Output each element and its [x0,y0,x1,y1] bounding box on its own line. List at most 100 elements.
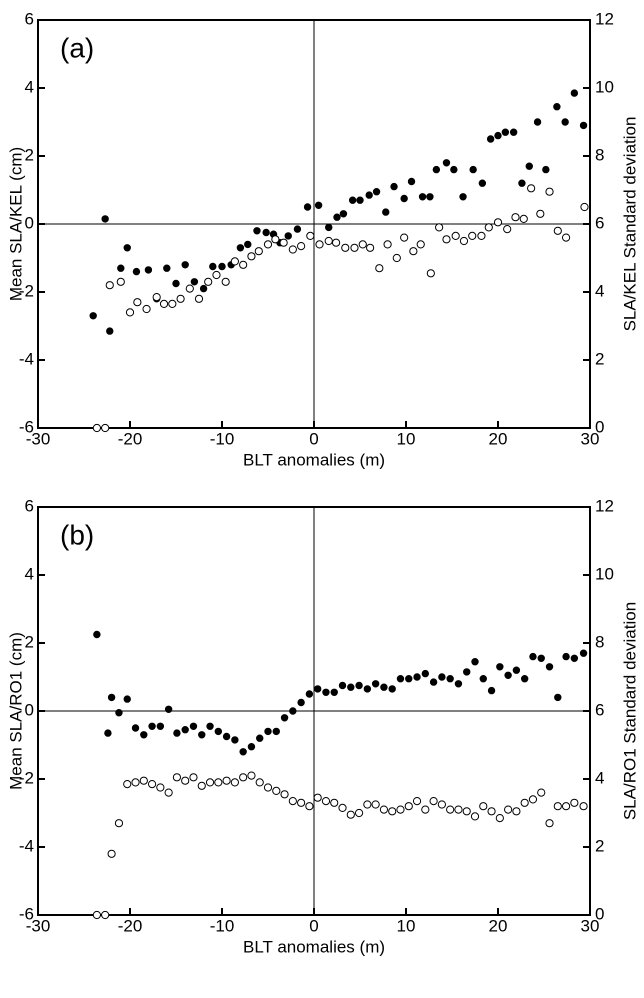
open-point [536,209,545,218]
open-point [176,294,185,303]
y2-tick-label: 8 [595,145,604,164]
open-point [446,805,455,814]
filled-point [479,675,487,683]
open-point [416,240,425,249]
open-point [400,233,409,242]
open-point [306,231,315,240]
open-point [247,771,256,780]
filled-point [463,668,471,676]
open-point [305,802,314,811]
filled-point [347,683,355,691]
y-tick-label: 6 [25,496,34,515]
filled-point [198,731,206,739]
open-point [512,807,521,816]
open-point [435,223,444,232]
open-point [379,805,389,814]
open-point [504,805,513,814]
filled-point [438,673,446,681]
open-point [580,202,589,212]
open-point [315,240,324,249]
open-point [263,240,273,249]
x-tick-label: 30 [581,916,600,935]
filled-point [450,165,458,174]
open-point [288,245,297,254]
plot-frame [37,19,591,429]
open-point [313,793,322,802]
filled-point [371,680,380,688]
filled-point [432,165,441,174]
open-point [545,187,554,196]
filled-point [164,705,173,713]
open-point [131,778,140,787]
open-point [222,776,231,785]
panel-label: (a) [60,32,94,63]
x-tick-label: -30 [26,916,51,935]
filled-point [289,707,297,715]
x-axis-label: BLT anomalies (m) [243,937,385,956]
open-point [125,308,135,317]
open-point [142,304,151,314]
filled-point [561,118,569,126]
filled-point [442,159,451,167]
open-point [159,299,169,308]
open-point [263,783,273,792]
filled-point [396,675,405,683]
filled-point [501,128,510,136]
filled-point [144,266,153,274]
open-point [92,910,101,920]
filled-point [487,686,496,695]
open-point [421,805,430,814]
open-point [105,281,114,290]
filled-point [190,278,199,286]
open-point [338,803,347,813]
open-point [520,798,529,807]
open-point [375,264,384,273]
y2-tick-label: 2 [595,349,604,368]
x-tick-label: 0 [309,429,318,448]
y2-tick-label: 10 [595,564,614,583]
filled-point [132,267,141,276]
filled-point [156,722,165,730]
open-point [409,247,418,256]
open-point [204,277,213,286]
open-point [152,293,161,302]
filled-point [247,743,256,751]
open-point [553,802,562,811]
open-point [429,797,438,806]
open-point [101,423,110,433]
filled-point [348,196,357,204]
filled-point [303,203,312,211]
y-tick-label: -2 [19,281,34,300]
open-point [239,773,248,782]
filled-point [365,191,373,199]
filled-point [284,232,292,240]
y2-tick-label: 0 [595,417,604,436]
filled-point [297,698,305,707]
open-point [519,214,528,223]
open-point [358,240,367,249]
x-tick-label: -10 [210,429,235,448]
filled-point [429,678,438,686]
open-point [570,798,579,807]
open-point [230,257,239,266]
open-point [545,819,554,828]
x-tick-label: 30 [581,429,600,448]
open-point [511,213,520,222]
filled-point [293,225,302,233]
filled-point [469,165,477,174]
filled-point [222,732,231,741]
open-point [363,800,372,809]
filled-point [181,726,189,734]
filled-point [494,131,502,140]
filled-point [372,188,381,196]
open-point [221,277,230,286]
open-point [139,776,148,785]
y2-tick-label: 2 [595,836,604,855]
filled-point [115,709,123,717]
plot-frame [37,506,591,916]
y2-tick-label: 0 [595,904,604,923]
filled-point [239,748,247,756]
open-point [331,238,341,247]
y2-axis-label: SLA/RO1 Standard deviation [620,602,639,820]
x-tick-label: 10 [397,916,416,935]
